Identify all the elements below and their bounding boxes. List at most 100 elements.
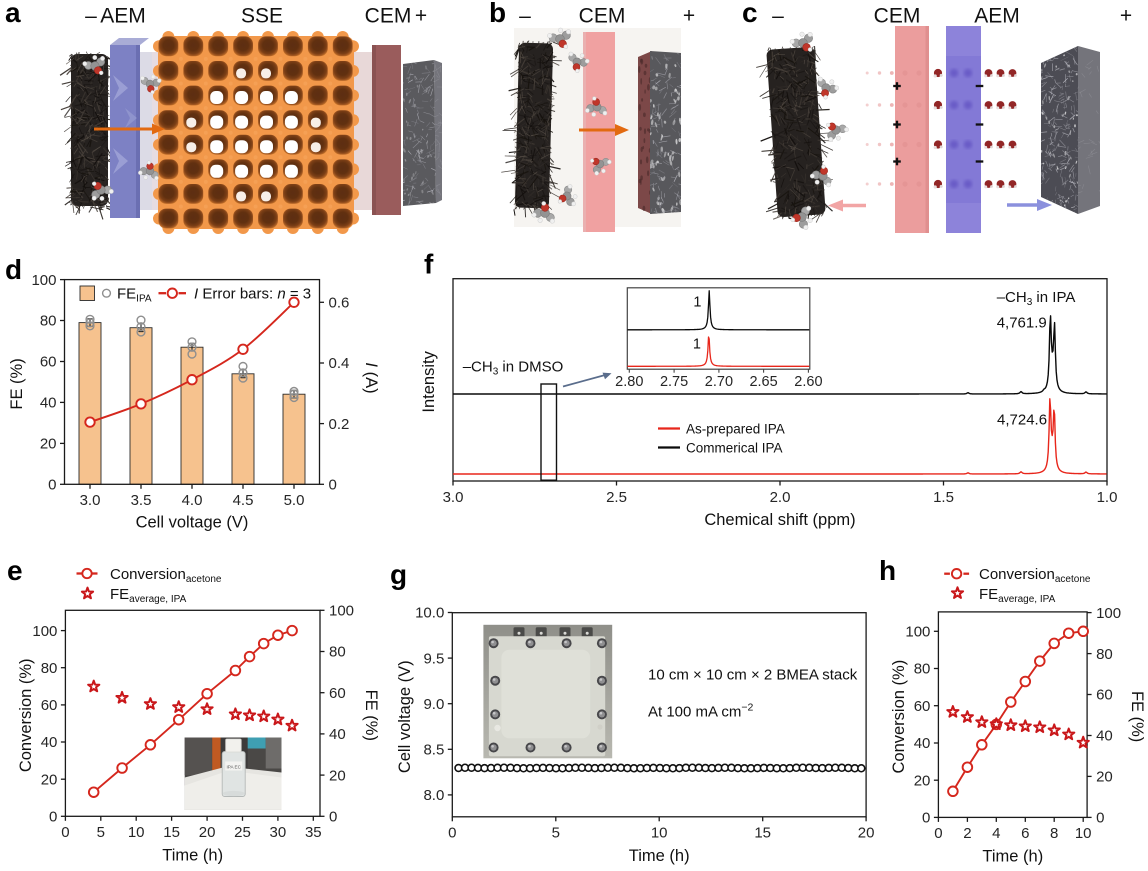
svg-text:Conversion (%): Conversion (%): [17, 658, 35, 772]
svg-text:FE (%): FE (%): [8, 358, 26, 409]
svg-text:Cell voltage (V): Cell voltage (V): [136, 513, 249, 531]
svg-text:4.5: 4.5: [233, 492, 254, 509]
svg-text:20: 20: [199, 824, 216, 841]
svg-text:Time (h): Time (h): [982, 847, 1043, 865]
svg-text:2.0: 2.0: [770, 489, 791, 506]
svg-text:2: 2: [963, 825, 971, 842]
svg-text:d: d: [5, 254, 22, 285]
svg-text:15: 15: [754, 824, 771, 841]
svg-text:0: 0: [934, 825, 942, 842]
svg-text:5: 5: [552, 824, 560, 841]
svg-text:At 100 mA cm−2: At 100 mA cm−2: [648, 702, 754, 721]
svg-text:100: 100: [31, 272, 56, 289]
svg-text:–CH3 in DMSO: –CH3 in DMSO: [463, 359, 564, 378]
svg-text:0.6: 0.6: [329, 295, 350, 312]
svg-text:IPA EC: IPA EC: [226, 765, 241, 770]
svg-text:40: 40: [40, 395, 57, 412]
svg-text:I (A): I (A): [362, 362, 380, 393]
svg-text:20: 20: [41, 771, 58, 788]
svg-text:10.0: 10.0: [415, 605, 444, 622]
svg-text:10: 10: [1075, 825, 1092, 842]
svg-text:Time (h): Time (h): [162, 846, 223, 864]
svg-text:80: 80: [40, 313, 57, 330]
svg-text:0: 0: [61, 824, 69, 841]
svg-text:8.5: 8.5: [423, 742, 444, 759]
svg-text:10: 10: [128, 824, 145, 841]
svg-text:60: 60: [40, 354, 57, 371]
svg-text:2.65: 2.65: [749, 374, 777, 390]
svg-text:20: 20: [1096, 769, 1113, 786]
svg-text:–: –: [772, 5, 784, 28]
svg-text:FE (%): FE (%): [362, 690, 380, 741]
svg-text:20: 20: [40, 436, 57, 453]
svg-text:4: 4: [992, 825, 1000, 842]
svg-text:40: 40: [914, 735, 931, 752]
svg-text:FE (%): FE (%): [1128, 691, 1146, 742]
svg-text:2.75: 2.75: [660, 374, 688, 390]
svg-text:2.60: 2.60: [794, 374, 822, 390]
svg-text:80: 80: [1096, 646, 1113, 663]
svg-text:60: 60: [41, 697, 58, 714]
svg-text:40: 40: [1096, 728, 1113, 745]
svg-text:9.0: 9.0: [423, 696, 444, 713]
svg-text:0: 0: [48, 477, 56, 494]
svg-text:0.4: 0.4: [329, 355, 350, 372]
svg-text:0: 0: [448, 824, 456, 841]
svg-text:–: –: [519, 5, 531, 28]
svg-text:+: +: [415, 5, 427, 28]
svg-text:3.0: 3.0: [443, 489, 464, 506]
svg-text:Conversion (%): Conversion (%): [890, 660, 908, 774]
svg-text:0: 0: [1096, 810, 1104, 827]
svg-text:100: 100: [329, 603, 354, 620]
svg-text:2.5: 2.5: [606, 489, 627, 506]
svg-text:100: 100: [32, 623, 57, 640]
svg-text:4,724.6: 4,724.6: [997, 411, 1047, 428]
svg-text:AEM: AEM: [974, 5, 1020, 28]
svg-text:10: 10: [651, 824, 668, 841]
svg-text:1: 1: [693, 295, 701, 311]
svg-text:0: 0: [922, 810, 930, 827]
svg-text:20: 20: [858, 824, 875, 841]
svg-text:1.5: 1.5: [933, 489, 954, 506]
svg-text:4.0: 4.0: [182, 492, 203, 509]
svg-text:80: 80: [329, 644, 346, 661]
svg-text:+: +: [1120, 5, 1132, 28]
svg-text:2.70: 2.70: [705, 374, 733, 390]
svg-text:Intensity: Intensity: [420, 350, 438, 412]
svg-text:40: 40: [329, 726, 346, 743]
svg-text:35: 35: [305, 824, 322, 841]
svg-text:b: b: [489, 0, 506, 28]
svg-text:CEM: CEM: [579, 5, 626, 28]
svg-text:AEM: AEM: [100, 5, 146, 28]
svg-text:0: 0: [49, 809, 57, 826]
svg-text:80: 80: [914, 661, 931, 678]
svg-text:8.0: 8.0: [423, 787, 444, 804]
svg-text:100: 100: [905, 624, 930, 641]
svg-text:Time (h): Time (h): [629, 847, 690, 865]
svg-text:–CH3 in IPA: –CH3 in IPA: [997, 289, 1076, 308]
svg-text:3.0: 3.0: [80, 492, 101, 509]
svg-text:f: f: [424, 249, 434, 280]
svg-text:1.0: 1.0: [1097, 489, 1118, 506]
svg-text:30: 30: [270, 824, 287, 841]
svg-text:0: 0: [329, 809, 337, 826]
svg-text:Commerical IPA: Commerical IPA: [686, 440, 783, 455]
svg-text:a: a: [5, 0, 21, 28]
svg-text:25: 25: [234, 824, 251, 841]
svg-text:Chemical shift (ppm): Chemical shift (ppm): [704, 511, 855, 529]
svg-text:–: –: [85, 5, 97, 28]
svg-text:CEM: CEM: [874, 5, 921, 28]
svg-text:60: 60: [329, 685, 346, 702]
svg-text:3.5: 3.5: [131, 492, 152, 509]
svg-text:+: +: [683, 5, 695, 28]
svg-text:4,761.9: 4,761.9: [997, 315, 1047, 332]
svg-text:80: 80: [41, 660, 58, 677]
svg-text:e: e: [7, 555, 23, 586]
svg-text:5.0: 5.0: [284, 492, 305, 509]
svg-text:8: 8: [1050, 825, 1058, 842]
svg-text:9.5: 9.5: [423, 650, 444, 667]
svg-text:0.2: 0.2: [329, 416, 350, 433]
svg-text:Cell voltage (V): Cell voltage (V): [396, 660, 414, 773]
svg-text:6: 6: [1021, 825, 1029, 842]
svg-text:h: h: [879, 555, 896, 586]
